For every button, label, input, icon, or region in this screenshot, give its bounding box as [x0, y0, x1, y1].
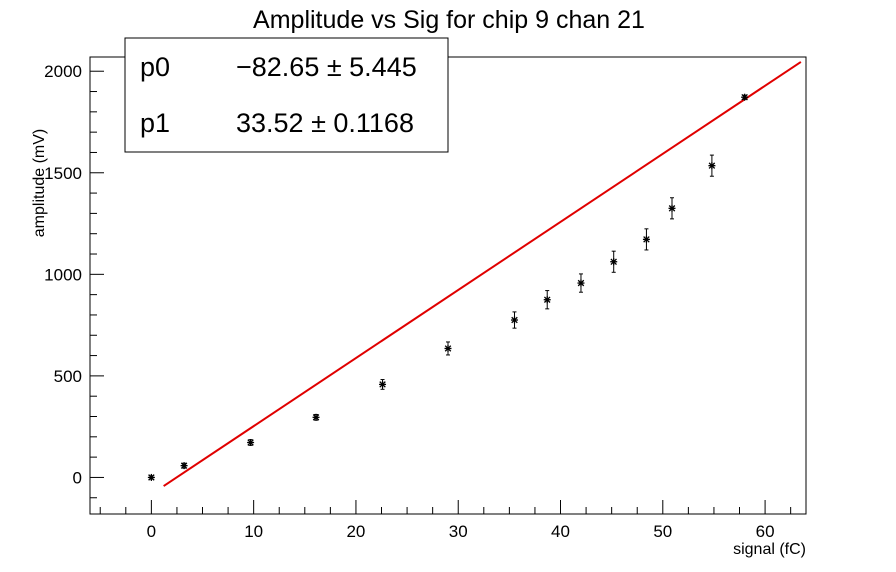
- marker: [708, 162, 716, 169]
- data-point: [247, 439, 255, 447]
- data-point: [312, 413, 320, 421]
- y-tick-label: 500: [54, 367, 82, 386]
- marker: [312, 414, 320, 421]
- y-tick-label: 0: [73, 468, 82, 487]
- marker: [741, 93, 748, 101]
- y-tick-label: 1500: [44, 164, 82, 183]
- y-tick-label: 1000: [44, 265, 82, 284]
- marker: [148, 474, 155, 481]
- marker: [610, 258, 617, 265]
- data-point: [510, 311, 518, 329]
- stats-param-name: p1: [140, 108, 170, 138]
- marker: [180, 462, 188, 469]
- marker: [444, 345, 452, 352]
- data-point: [543, 290, 551, 310]
- data-point: [180, 462, 188, 470]
- marker: [543, 296, 551, 303]
- marker: [643, 236, 650, 243]
- x-tick-label: 50: [653, 522, 672, 541]
- data-point: [642, 228, 650, 251]
- marker: [668, 205, 676, 212]
- data-point: [668, 197, 676, 220]
- x-tick-label: 20: [346, 522, 365, 541]
- x-tick-label: 30: [449, 522, 468, 541]
- data-point: [741, 93, 749, 101]
- marker: [511, 316, 518, 324]
- data-point: [379, 379, 387, 390]
- stats-param-value: −82.65 ± 5.445: [236, 52, 417, 82]
- data-point: [610, 250, 618, 273]
- fit-stats-box: p0 −82.65 ± 5.445 p1 33.52 ± 0.1168: [124, 37, 449, 153]
- x-axis-title: signal (fC): [733, 541, 806, 558]
- chart-title: Amplitude vs Sig for chip 9 chan 21: [253, 6, 645, 34]
- x-tick-label: 10: [244, 522, 263, 541]
- y-tick-label: 2000: [44, 62, 82, 81]
- marker: [247, 439, 254, 446]
- stats-param-name: p0: [140, 52, 170, 82]
- marker: [577, 279, 585, 287]
- stats-param-value: 33.52 ± 0.1168: [236, 108, 414, 138]
- x-tick-label: 40: [551, 522, 570, 541]
- data-point: [708, 154, 716, 177]
- stats-box-frame: [124, 37, 449, 153]
- fit-line: [163, 61, 802, 487]
- x-tick-label: 60: [756, 522, 775, 541]
- marker: [379, 381, 386, 388]
- x-tick-label: 0: [147, 522, 156, 541]
- y-axis-title: amplitude (mV): [31, 129, 48, 237]
- data-point: [147, 473, 155, 481]
- data-point: [444, 341, 452, 356]
- data-point: [577, 273, 585, 293]
